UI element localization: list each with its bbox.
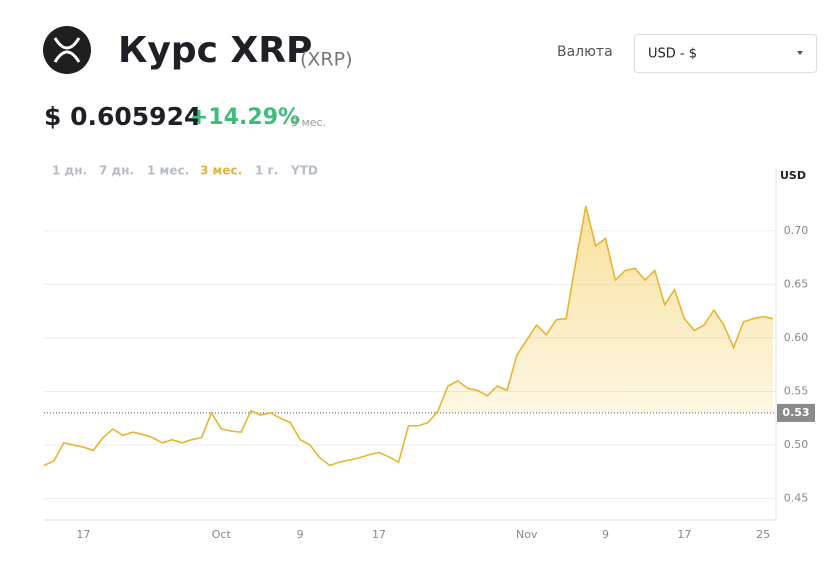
currency-value[interactable]: USD - $ <box>648 47 697 62</box>
y-axis-label: USD <box>780 169 806 182</box>
logo <box>43 26 91 74</box>
range-tab[interactable]: 1 дн. <box>52 164 87 178</box>
caret <box>797 51 803 55</box>
x-tick-label: 9 <box>602 528 609 541</box>
range-tab[interactable]: 1 мес. <box>147 164 189 178</box>
y-tick-label: 0.65 <box>784 277 809 290</box>
x-tick-label: Oct <box>212 528 232 541</box>
price-line <box>43 206 774 467</box>
change: +14.29% <box>190 105 300 130</box>
currency-label: Валюта <box>557 44 613 60</box>
logo-glyph <box>53 37 81 63</box>
x-tick-label: 17 <box>677 528 691 541</box>
y-tick-label: 0.55 <box>784 384 809 397</box>
range-tab[interactable]: YTD <box>290 164 318 178</box>
x-tick-label: Nov <box>516 528 538 541</box>
reference-label-box <box>777 403 815 422</box>
range-tab[interactable]: 1 г. <box>255 164 278 178</box>
x-tick-label: 17 <box>76 528 90 541</box>
title: Курс XRP <box>118 30 312 71</box>
y-tick-label: 0.60 <box>784 331 809 344</box>
x-tick-label: 17 <box>372 528 386 541</box>
x-tick-label: 25 <box>756 528 770 541</box>
range-tab[interactable]: 7 дн. <box>99 164 134 178</box>
y-tick-label: 0.70 <box>784 224 809 237</box>
change-period: 3 мес. <box>291 116 326 129</box>
symbol: (XRP) <box>300 49 353 71</box>
x-tick-label: 9 <box>297 528 304 541</box>
price: $ 0.605924 <box>44 102 201 131</box>
range-tab[interactable]: 3 мес. <box>200 164 242 178</box>
currency-select[interactable] <box>634 34 817 73</box>
y-tick-label: 0.50 <box>784 438 809 451</box>
y-tick-label: 0.45 <box>784 492 809 505</box>
reference-label: 0.53 <box>782 406 809 419</box>
area <box>44 206 773 413</box>
